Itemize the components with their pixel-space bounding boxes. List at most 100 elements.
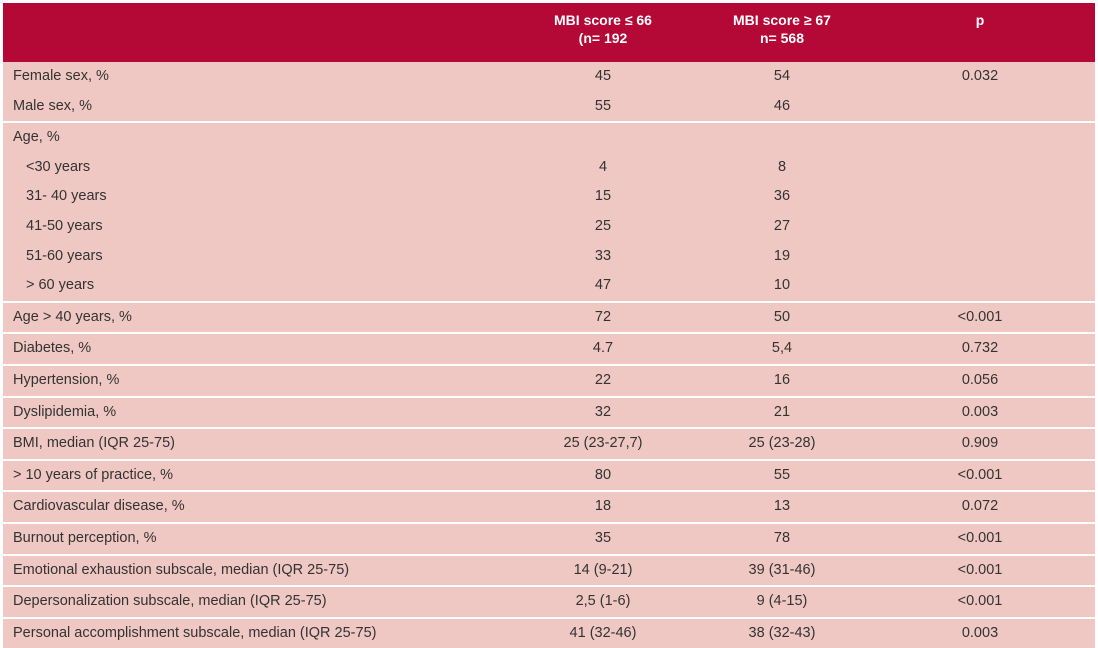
row: Age, % xyxy=(3,123,1095,153)
cell-value: 9 (4-15) xyxy=(756,593,808,610)
cell-value: 72 xyxy=(594,308,612,325)
cell-value: 32 xyxy=(594,403,612,420)
row-group: > 10 years of practice, % 80 55 <0.001 xyxy=(3,458,1095,491)
cell-value: 0.032 xyxy=(961,68,999,84)
cell-value: 0.909 xyxy=(961,435,999,452)
row: > 10 years of practice, % 80 55 <0.001 xyxy=(3,461,1095,491)
row: <30 years 4 8 xyxy=(3,153,1095,183)
row-label: Dyslipidemia, % xyxy=(13,403,117,420)
row-label: BMI, median (IQR 25-75) xyxy=(13,435,175,452)
row: Diabetes, % 4.7 5,4 0.732 xyxy=(3,334,1095,364)
row: Cardiovascular disease, % 18 13 0.072 xyxy=(3,492,1095,522)
cell-value: <0.001 xyxy=(957,561,1003,578)
row: Male sex, % 55 46 xyxy=(3,92,1095,122)
cell-value: 18 xyxy=(594,498,612,515)
cell-value: 55 xyxy=(773,466,791,483)
row-label: > 10 years of practice, % xyxy=(13,466,173,483)
row: Personal accomplishment subscale, median… xyxy=(3,619,1095,648)
row-label: Diabetes, % xyxy=(13,340,92,357)
cell-value: 22 xyxy=(594,371,612,388)
cell-value: 0.072 xyxy=(961,498,999,515)
cell-value: 8 xyxy=(777,158,787,175)
row-group: Diabetes, % 4.7 5,4 0.732 xyxy=(3,332,1095,364)
cell-value: 10 xyxy=(773,277,791,294)
cell-value: <0.001 xyxy=(957,593,1003,610)
cell-value: 0.003 xyxy=(961,624,999,641)
row: 41-50 years 25 27 xyxy=(3,212,1095,242)
cell-value: 21 xyxy=(773,403,791,420)
row-label: Cardiovascular disease, % xyxy=(13,498,185,515)
cell-value: 36 xyxy=(773,188,791,205)
row: BMI, median (IQR 25-75) 25 (23-27,7) 25 (2… xyxy=(3,429,1095,459)
cell-value: 25 (23-28) xyxy=(748,435,816,452)
row-group: Depersonalization subscale, median (IQR … xyxy=(3,585,1095,617)
cell-value: 25 xyxy=(594,217,612,234)
cell-value: 14 (9-21) xyxy=(573,561,633,578)
row: Emotional exhaustion subscale, median (I… xyxy=(3,556,1095,586)
cell-value: 0.056 xyxy=(961,371,999,388)
row-label: 31- 40 years xyxy=(26,188,107,205)
cell-value: <0.001 xyxy=(957,529,1003,546)
column-header: p xyxy=(975,12,985,28)
row-label: Age > 40 years, % xyxy=(13,308,132,325)
row-group: Age, % <30 years 4 8 31- 40 years 15 36 41-50 y… xyxy=(3,121,1095,301)
cell-value: 5,4 xyxy=(771,340,793,357)
cell-value: <0.001 xyxy=(957,466,1003,483)
row-label: <30 years xyxy=(26,158,91,175)
cell-value: 15 xyxy=(594,188,612,205)
row-label: 51-60 years xyxy=(26,247,103,264)
cell-value: 45 xyxy=(594,68,612,84)
cell-value: 41 (32-46) xyxy=(569,624,637,641)
table: MBI score ≤ 66 (n= 192 MBI score ≥ 67 n= … xyxy=(3,3,1095,648)
cell-value: 35 xyxy=(594,529,612,546)
cell-value: 54 xyxy=(773,68,791,84)
column-header: MBI score ≤ 66 (n= 192 xyxy=(554,12,652,46)
row-group: Female sex, % 45 54 0.032 Male sex, % 55 46 xyxy=(3,62,1095,122)
row-label: Male sex, % xyxy=(13,97,92,114)
row: 31- 40 years 15 36 xyxy=(3,182,1095,212)
row-label: Burnout perception, % xyxy=(13,529,157,546)
row-label: Emotional exhaustion subscale, median (I… xyxy=(13,561,350,578)
row-group: Cardiovascular disease, % 18 13 0.072 xyxy=(3,490,1095,522)
cell-value: 33 xyxy=(594,247,612,264)
row: > 60 years 47 10 xyxy=(3,271,1095,301)
cell-value: <0.001 xyxy=(957,308,1003,325)
row: Depersonalization subscale, median (IQR … xyxy=(3,587,1095,617)
row-label: Personal accomplishment subscale, median… xyxy=(13,624,377,641)
cell-value: 2,5 (1-6) xyxy=(575,593,631,610)
cell-value: 25 (23-27,7) xyxy=(563,435,643,452)
row-group: Personal accomplishment subscale, median… xyxy=(3,616,1095,648)
row: Hypertension, % 22 16 0.056 xyxy=(3,366,1095,396)
cell-value: 46 xyxy=(773,97,791,114)
cell-value: 13 xyxy=(773,498,791,515)
row-label: 41-50 years xyxy=(26,217,103,234)
cell-value: 80 xyxy=(594,466,612,483)
row-label: > 60 years xyxy=(26,277,95,294)
row-group: Emotional exhaustion subscale, median (I… xyxy=(3,553,1095,586)
cell-value: 78 xyxy=(773,529,791,546)
cell-value: 4.7 xyxy=(592,340,614,357)
row-group: Dyslipidemia, % 32 21 0.003 xyxy=(3,395,1095,428)
cell-value: 19 xyxy=(773,247,791,264)
row: Age > 40 years, % 72 50 <0.001 xyxy=(3,303,1095,333)
cell-value: 0.003 xyxy=(961,403,999,420)
row-heading: Age, % xyxy=(13,129,60,146)
row-label: Hypertension, % xyxy=(13,371,120,388)
row: Female sex, % 45 54 0.032 xyxy=(3,62,1095,92)
cell-value: 16 xyxy=(773,371,791,388)
row-group: Age > 40 years, % 72 50 <0.001 xyxy=(3,300,1095,333)
row-label: Female sex, % xyxy=(13,68,109,84)
cell-value: 50 xyxy=(773,308,791,325)
row: 51-60 years 33 19 xyxy=(3,242,1095,272)
cell-value: 4 xyxy=(598,158,608,175)
row-group: BMI, median (IQR 25-75) 25 (23-27,7) 25 (2… xyxy=(3,427,1095,459)
table-header: MBI score ≤ 66 (n= 192 MBI score ≥ 67 n= … xyxy=(3,3,1095,62)
row: Burnout perception, % 35 78 <0.001 xyxy=(3,524,1095,554)
cell-value: 38 (32-43) xyxy=(748,624,816,641)
cell-value: 47 xyxy=(594,277,612,294)
cell-value: 39 (31-46) xyxy=(748,561,816,578)
cell-value: 55 xyxy=(594,97,612,114)
row-group: Hypertension, % 22 16 0.056 xyxy=(3,363,1095,396)
column-header: MBI score ≥ 67 n= 568 xyxy=(733,12,831,46)
